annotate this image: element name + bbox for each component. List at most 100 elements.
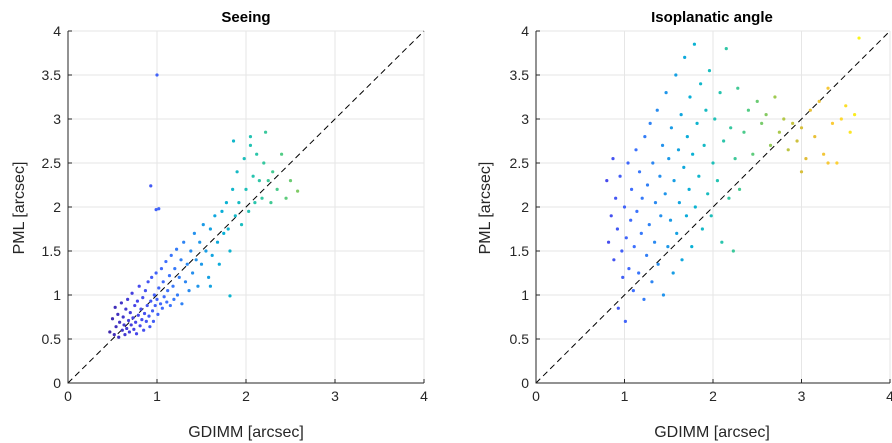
isoplanatic-angle-x-tick-label: 2 <box>709 388 717 404</box>
isoplanatic-angle-data-point <box>817 99 821 103</box>
isoplanatic-angle-data-point <box>760 121 764 125</box>
seeing-data-point <box>242 157 246 161</box>
isoplanatic-angle-data-point <box>626 161 630 165</box>
isoplanatic-angle-data-point <box>612 258 616 262</box>
isoplanatic-angle-data-point <box>691 152 695 156</box>
seeing-data-point <box>180 302 184 306</box>
isoplanatic-angle-data-point <box>623 319 627 323</box>
isoplanatic-angle-data-point <box>627 267 631 271</box>
isoplanatic-angle-data-point <box>707 69 712 73</box>
seeing-data-point <box>116 312 120 316</box>
seeing-data-point <box>124 307 128 311</box>
seeing-data-point <box>231 187 235 191</box>
isoplanatic-angle-data-point <box>782 117 786 121</box>
seeing-data-point <box>192 231 196 235</box>
isoplanatic-angle-data-point <box>655 108 659 112</box>
seeing-y-tick-label: 3 <box>53 111 61 127</box>
seeing-data-point <box>215 240 220 244</box>
seeing-data-point <box>154 208 158 212</box>
seeing-data-point <box>130 291 134 295</box>
isoplanatic-angle-data-point <box>795 139 799 143</box>
seeing-data-point <box>179 258 183 262</box>
seeing-data-point <box>142 311 147 316</box>
seeing-data-point <box>134 332 139 336</box>
seeing-data-point <box>127 330 132 334</box>
seeing-data-point <box>288 179 293 183</box>
isoplanatic-angle-data-point <box>674 73 678 77</box>
seeing-data-point <box>247 209 251 213</box>
seeing-y-tick-label: 2 <box>53 199 61 215</box>
seeing-data-point <box>194 258 198 262</box>
seeing-data-point <box>159 267 164 271</box>
seeing-data-point <box>150 309 155 313</box>
seeing-data-point <box>135 299 140 303</box>
seeing-data-point <box>263 130 268 134</box>
seeing-data-point <box>204 249 208 253</box>
isoplanatic-angle-data-point <box>808 108 812 112</box>
isoplanatic-angle-data-point <box>830 121 835 125</box>
seeing-data-point <box>231 139 236 143</box>
seeing-x-axis-label: GDIMM [arcsec] <box>188 424 304 441</box>
seeing-data-point <box>266 179 270 183</box>
isoplanatic-angle-data-point <box>651 161 655 165</box>
seeing-data-point <box>222 231 226 235</box>
seeing-data-point <box>110 317 115 321</box>
isoplanatic-angle-data-point <box>647 223 651 227</box>
seeing-data-point <box>155 73 159 77</box>
isoplanatic-angle-data-point <box>677 201 681 205</box>
seeing-data-point <box>136 313 140 317</box>
seeing-data-point <box>168 303 172 308</box>
isoplanatic-angle-data-point <box>684 214 689 218</box>
seeing-data-point <box>145 303 149 308</box>
isoplanatic-angle-data-point <box>680 258 684 262</box>
isoplanatic-angle-data-point <box>622 205 627 209</box>
isoplanatic-angle-data-point <box>663 192 667 196</box>
isoplanatic-angle-data-point <box>786 148 790 152</box>
seeing-data-point <box>253 201 257 205</box>
isoplanatic-angle-data-point <box>731 249 735 253</box>
isoplanatic-angle-data-point <box>675 231 679 235</box>
isoplanatic-angle-data-point <box>713 117 717 121</box>
isoplanatic-angle-data-point <box>702 143 706 147</box>
seeing-data-point <box>141 296 145 300</box>
isoplanatic-angle-data-point <box>643 135 647 139</box>
seeing-data-point <box>140 318 144 322</box>
isoplanatic-angle-x-tick-label: 0 <box>532 388 540 404</box>
seeing-data-point <box>150 275 154 279</box>
isoplanatic-angle-data-point <box>614 196 618 200</box>
seeing-data-point <box>129 323 133 327</box>
seeing-title: Seeing <box>221 9 270 26</box>
isoplanatic-angle-data-point <box>722 139 726 143</box>
isoplanatic-angle-data-point <box>746 108 751 112</box>
isoplanatic-angle-reference-line <box>535 30 891 384</box>
isoplanatic-angle-data-point <box>700 227 704 231</box>
isoplanatic-angle-y-tick-label: 0 <box>521 375 529 391</box>
seeing-data-point <box>251 174 255 178</box>
seeing-data-point <box>142 328 146 332</box>
isoplanatic-angle-data-point <box>667 157 671 161</box>
isoplanatic-angle-y-tick-label: 2 <box>521 199 529 215</box>
seeing-data-point <box>198 240 202 244</box>
isoplanatic-angle-data-point <box>668 218 673 222</box>
isoplanatic-angle-data-point <box>768 143 773 147</box>
seeing-data-point <box>133 303 137 308</box>
isoplanatic-angle-data-point <box>624 236 628 240</box>
isoplanatic-angle-data-point <box>637 170 642 174</box>
isoplanatic-angle-x-tick-label: 1 <box>621 388 629 404</box>
seeing-y-tick-label: 0 <box>53 375 61 391</box>
isoplanatic-angle-data-point <box>799 170 804 174</box>
isoplanatic-angle-data-point <box>751 152 755 156</box>
isoplanatic-angle-data-point <box>688 95 692 99</box>
isoplanatic-angle-data-point <box>676 148 681 152</box>
isoplanatic-angle-data-point <box>755 99 759 103</box>
isoplanatic-angle-data-point <box>733 157 737 161</box>
seeing-data-point <box>149 299 153 303</box>
seeing-data-point <box>158 302 163 306</box>
isoplanatic-angle-x-tick-label: 4 <box>886 388 892 404</box>
seeing-data-point <box>172 297 176 301</box>
isoplanatic-angle-data-point <box>660 143 665 147</box>
seeing-x-tick-label: 1 <box>153 388 161 404</box>
seeing-data-point <box>148 325 152 329</box>
isoplanatic-angle-y-axis-label: PML [arcsec] <box>477 162 494 255</box>
